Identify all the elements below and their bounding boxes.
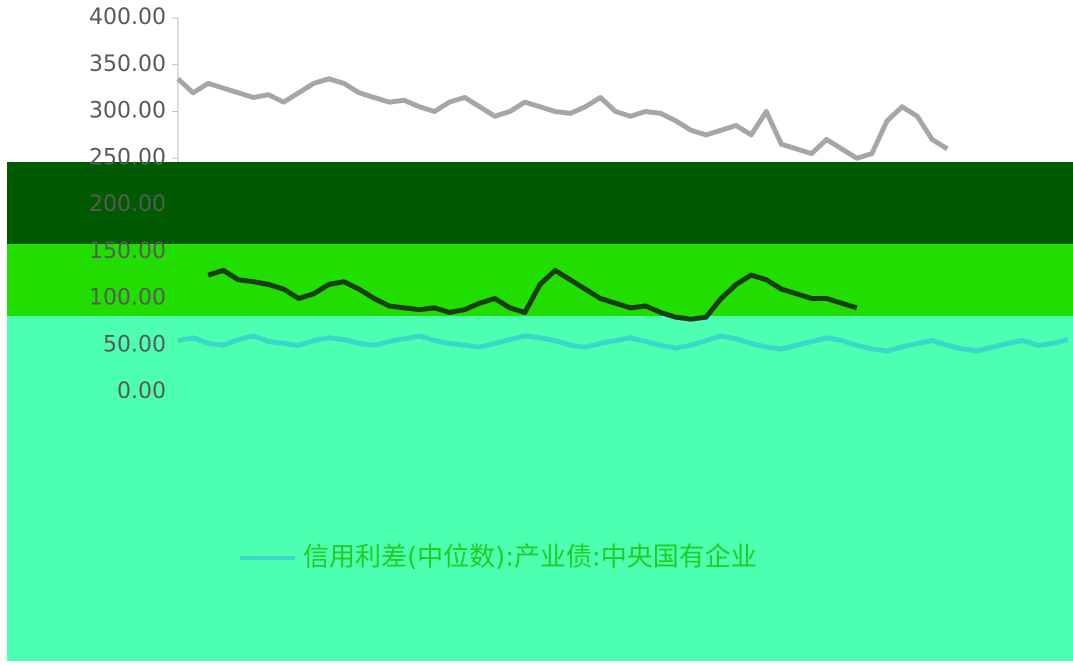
y-tick-label: 300.00 [89, 99, 166, 124]
series-line [207, 267, 858, 322]
over-layer: 0.00 50.00 100.00 150.00 200.00 250.00 300.00 3… [89, 5, 1069, 573]
glitch-block [7, 162, 1073, 244]
y-tick-label: 150.00 [89, 239, 166, 264]
y-tick-label: 100.00 [89, 286, 166, 311]
y-tick-label: 400.00 [89, 5, 166, 30]
legend-label: 信用利差(中位数):产业债:中央国有企业 [303, 543, 757, 573]
y-tick-label: 0.00 [117, 379, 166, 404]
series-line [176, 76, 949, 161]
glitch-block [7, 244, 1073, 316]
y-tick-label: 50.00 [103, 332, 166, 357]
y-tick-label: 350.00 [89, 52, 166, 77]
glitch-block [7, 316, 1073, 661]
series-line [177, 333, 1069, 354]
y-tick-label: 200.00 [89, 192, 166, 217]
y-tick-label: 250.00 [89, 145, 166, 170]
